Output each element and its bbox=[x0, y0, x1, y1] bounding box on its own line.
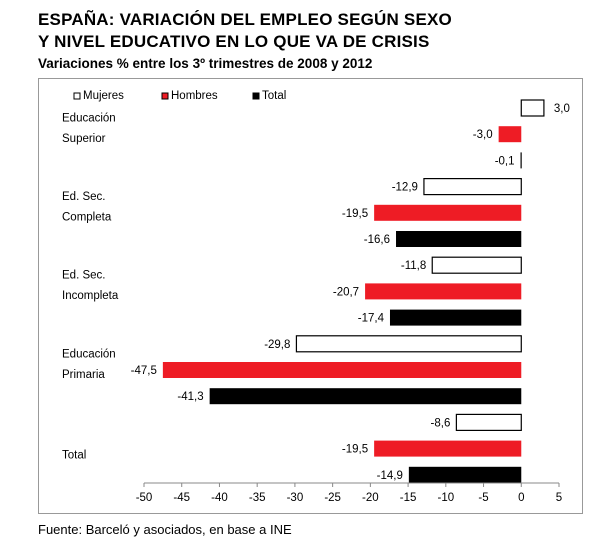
bar-total-4 bbox=[408, 466, 522, 483]
data-label-mujeres-4: -8,6 bbox=[431, 417, 451, 429]
source-note: Fuente: Barceló y asociados, en base a I… bbox=[38, 522, 292, 537]
data-label-mujeres-2: -11,8 bbox=[401, 260, 426, 272]
category-label-0-0: Educación bbox=[62, 112, 116, 124]
category-label-1-1: Completa bbox=[62, 212, 112, 224]
bar-mujeres-2 bbox=[431, 256, 522, 274]
data-label-total-1: -16,6 bbox=[364, 234, 390, 246]
data-label-hombres-4: -19,5 bbox=[342, 444, 368, 456]
data-label-total-2: -17,4 bbox=[358, 313, 385, 325]
data-label-total-3: -41,3 bbox=[177, 391, 203, 403]
bar-mujeres-4 bbox=[455, 413, 522, 431]
data-label-hombres-1: -19,5 bbox=[342, 208, 368, 220]
bar-hombres-3 bbox=[162, 362, 522, 378]
chart-subtitle: Variaciones % entre los 3º trimestres de… bbox=[38, 56, 373, 71]
bar-hombres-1 bbox=[374, 204, 522, 221]
legend-label-hombres: Hombres bbox=[171, 90, 218, 102]
data-label-hombres-2: -20,7 bbox=[333, 286, 359, 298]
data-label-hombres-0: -3,0 bbox=[473, 129, 493, 141]
bar-hombres-2 bbox=[365, 283, 522, 300]
category-label-0-1: Superior bbox=[62, 133, 106, 145]
data-label-total-4: -14,9 bbox=[377, 470, 403, 482]
category-label-3-0: Educación bbox=[62, 348, 116, 360]
bar-mujeres-0 bbox=[520, 99, 545, 117]
legend-swatch-hombres bbox=[161, 92, 169, 100]
data-label-mujeres-1: -12,9 bbox=[392, 182, 418, 194]
category-label-4-0: Total bbox=[62, 449, 86, 461]
x-tick-label--10: -10 bbox=[438, 492, 455, 504]
data-label-hombres-3: -47,5 bbox=[131, 365, 157, 377]
x-tick-label--45: -45 bbox=[173, 492, 190, 504]
x-tick-label--20: -20 bbox=[362, 492, 379, 504]
bar-hombres-0 bbox=[498, 126, 522, 143]
category-label-1-0: Ed. Sec. bbox=[62, 191, 105, 203]
data-label-total-0: -0,1 bbox=[495, 155, 515, 167]
legend-label-mujeres: Mujeres bbox=[83, 90, 124, 102]
x-tick-label--25: -25 bbox=[324, 492, 341, 504]
x-tick-label--50: -50 bbox=[136, 492, 153, 504]
x-tick-label--5: -5 bbox=[478, 492, 488, 504]
category-label-2-0: Ed. Sec. bbox=[62, 270, 105, 282]
x-tick-label--40: -40 bbox=[211, 492, 228, 504]
legend-swatch-mujeres bbox=[73, 92, 81, 100]
bar-total-3 bbox=[209, 388, 522, 405]
category-label-2-1: Incompleta bbox=[62, 290, 119, 302]
bar-mujeres-3 bbox=[295, 335, 522, 353]
bar-total-0 bbox=[520, 152, 522, 169]
chart-title-line-2: Y NIVEL EDUCATIVO EN LO QUE VA DE CRISIS bbox=[38, 32, 430, 51]
bar-hombres-4 bbox=[374, 440, 522, 457]
x-tick-label--35: -35 bbox=[249, 492, 266, 504]
x-tick-label--15: -15 bbox=[400, 492, 417, 504]
bar-mujeres-1 bbox=[423, 178, 522, 196]
x-tick-label-5: 5 bbox=[556, 492, 562, 504]
x-tick-label--30: -30 bbox=[287, 492, 304, 504]
bar-total-2 bbox=[389, 309, 522, 326]
x-tick-label-0: 0 bbox=[518, 492, 524, 504]
legend-swatch-total bbox=[252, 92, 260, 100]
data-label-mujeres-0: 3,0 bbox=[554, 103, 570, 115]
data-label-mujeres-3: -29,8 bbox=[264, 339, 290, 351]
legend-label-total: Total bbox=[262, 90, 286, 102]
bar-total-1 bbox=[396, 231, 522, 247]
category-label-3-1: Primaria bbox=[62, 369, 105, 381]
chart-title-line-1: ESPAÑA: VARIACIÓN DEL EMPLEO SEGÚN SEXO bbox=[38, 10, 452, 29]
